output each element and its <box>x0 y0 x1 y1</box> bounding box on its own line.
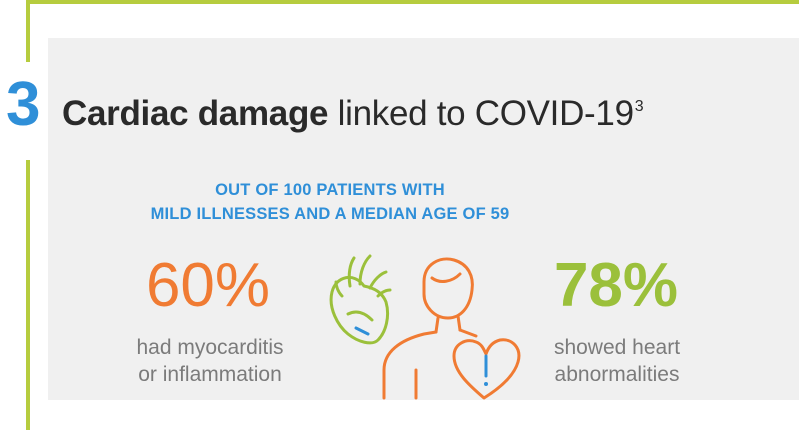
frame-left-border-lower <box>26 160 30 430</box>
stat-left-line-1: had myocarditis <box>136 336 284 359</box>
stat-left-value: 60% <box>145 251 271 320</box>
content-panel <box>48 38 799 400</box>
title-rest: linked to COVID-19 <box>328 94 634 133</box>
frame-left-border-upper <box>26 0 30 62</box>
stat-left-description: had myocarditis or inflammation <box>100 334 320 388</box>
stat-right-line-2: abnormalities <box>554 363 680 386</box>
frame-top-border <box>26 0 799 4</box>
person-icon <box>382 257 478 400</box>
page-title: Cardiac damage linked to COVID-193 <box>62 94 644 134</box>
subheading-line-2: MILD ILLNESSES AND A MEDIAN AGE OF 59 <box>150 205 510 223</box>
illustration <box>329 254 521 400</box>
stat-right-description: showed heart abnormalities <box>527 334 707 388</box>
footnote-reference: 3 <box>634 98 644 115</box>
heart-organ-icon <box>329 254 392 345</box>
stat-left-line-2: or inflammation <box>138 363 282 386</box>
heart-warning-icon <box>452 338 521 400</box>
stat-right-value: 78% <box>553 251 679 320</box>
section-number: 3 <box>6 70 41 139</box>
subheading-line-1: OUT OF 100 PATIENTS WITH <box>215 181 445 199</box>
title-bold: Cardiac damage <box>62 94 329 133</box>
stat-right-line-1: showed heart <box>553 336 681 359</box>
